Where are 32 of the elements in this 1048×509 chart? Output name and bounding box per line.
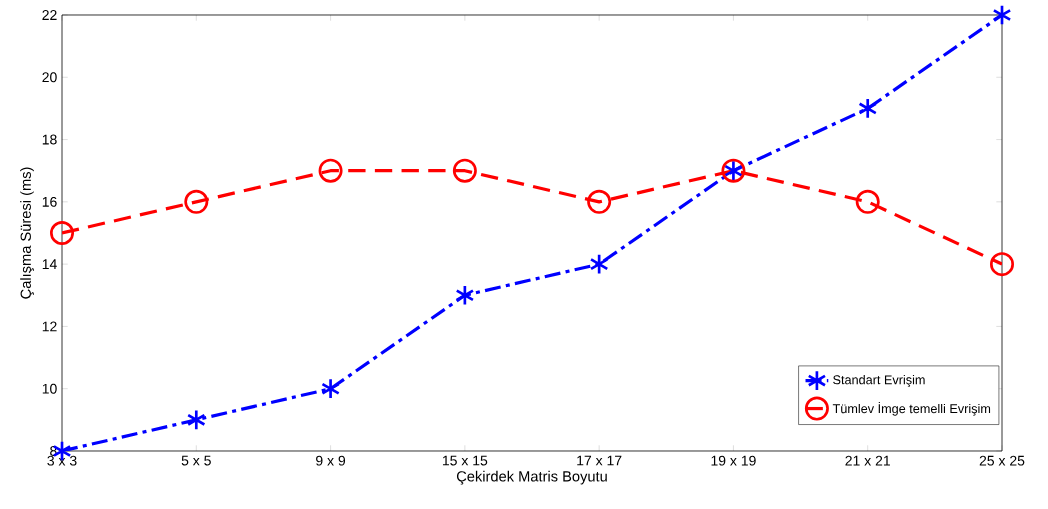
y-tick-label: 14	[42, 259, 57, 269]
point	[186, 409, 206, 431]
x-tick-label: 25 x 25	[979, 455, 1025, 466]
point	[589, 253, 609, 275]
point	[855, 189, 880, 214]
point	[452, 158, 477, 183]
y-tick-label: 20	[42, 72, 57, 83]
y-axis-title: Çalışma Süresi (ms)	[20, 167, 34, 299]
point	[992, 4, 1012, 26]
point	[184, 189, 209, 214]
point	[858, 97, 878, 120]
legend-label: Tümlev İmge temelli Evrişim	[832, 402, 991, 416]
x-tick-label: 5 x 5	[181, 455, 211, 466]
x-axis-title: Çekirdek Matris Boyutu	[456, 470, 607, 485]
legend-label: Standart Evrişim	[833, 374, 925, 387]
x-tick-label: 21 x 21	[845, 455, 890, 466]
point	[990, 252, 1015, 277]
point	[321, 378, 340, 400]
point	[455, 284, 475, 306]
y-tick-label: 12	[42, 321, 57, 332]
x-tick-label: 19 x 19	[711, 455, 756, 466]
x-tick-label: 3 x 3	[47, 455, 77, 466]
x-tick-label: 9 x 9	[316, 455, 346, 466]
y-tick-label: 10	[42, 383, 57, 394]
y-tick-label: 22	[42, 10, 57, 20]
point	[318, 158, 343, 183]
x-tick-label: 17 x 17	[577, 455, 622, 466]
point	[587, 189, 612, 214]
x-tick-label: 15 x 15	[442, 455, 488, 466]
point	[50, 220, 75, 245]
y-tick-label: 16	[42, 196, 57, 207]
y-tick-label: 18	[42, 134, 57, 145]
